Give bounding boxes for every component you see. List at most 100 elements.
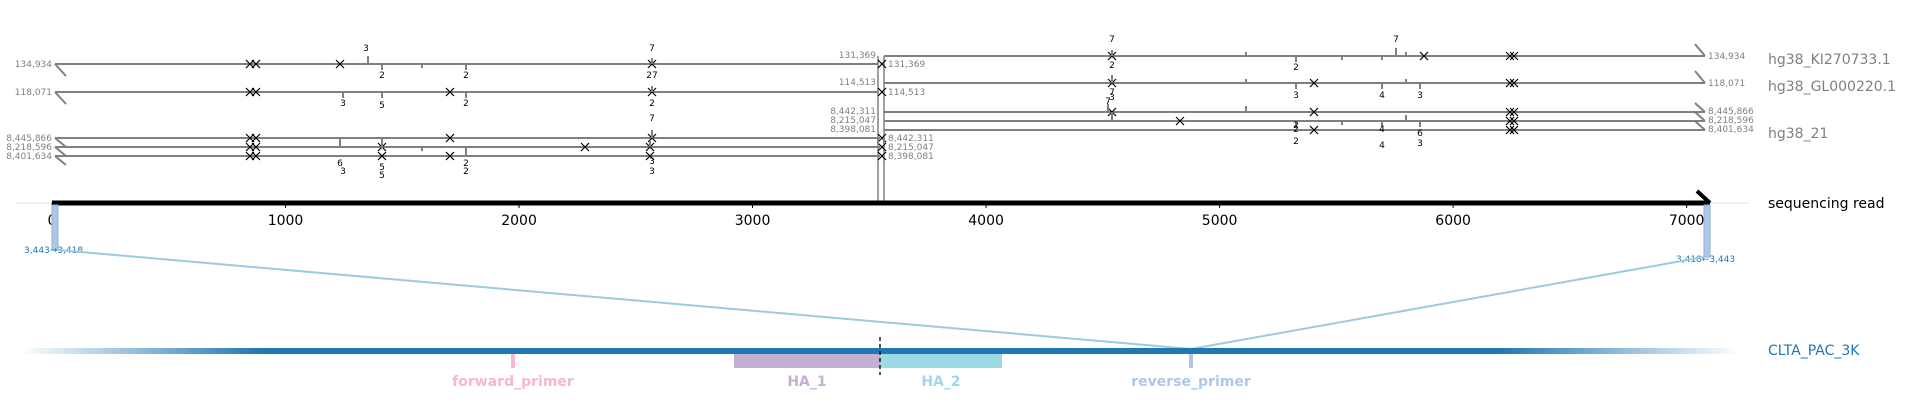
mismatch-count: 3 bbox=[340, 167, 346, 177]
read-tick-label: 4000 bbox=[968, 213, 1004, 229]
coord-ki-right-end: 134,934 bbox=[1708, 52, 1745, 62]
read-tick-label: 2000 bbox=[501, 213, 537, 229]
coord-ki-left-start: 134,934 bbox=[15, 60, 52, 70]
mismatch-marker bbox=[1509, 107, 1519, 117]
coord-h21b-left-end: 8,215,047 bbox=[830, 116, 876, 126]
alignment-tail bbox=[1694, 43, 1706, 57]
mismatch-count: 5 bbox=[379, 171, 385, 181]
alignment-tail bbox=[1694, 102, 1706, 113]
mismatch-marker bbox=[645, 151, 655, 161]
coord-h21a-left-end: 8,442,311 bbox=[830, 107, 876, 117]
mismatch-count: 3 bbox=[363, 44, 369, 54]
mismatch-marker bbox=[1509, 51, 1519, 61]
reverse-primer-mark bbox=[1189, 354, 1193, 368]
connector-left bbox=[57, 249, 1192, 350]
mismatch-markers bbox=[245, 51, 1519, 161]
amplicon-label: CLTA_PAC_3K bbox=[1768, 343, 1860, 359]
mismatch-marker bbox=[1175, 116, 1185, 126]
forward-primer-label: forward_primer bbox=[452, 374, 574, 390]
mismatch-count: 7 bbox=[649, 44, 655, 54]
alignment-tail bbox=[1694, 70, 1706, 84]
mismatch-marker bbox=[1309, 125, 1319, 135]
read-arrow-head bbox=[1695, 189, 1712, 205]
mismatch-count: 7 bbox=[1109, 88, 1115, 98]
mismatch-marker bbox=[251, 151, 261, 161]
mismatch-count: 2 bbox=[1293, 63, 1299, 73]
coord-h21a-right-end: 8,445,866 bbox=[1708, 107, 1754, 117]
mismatch-count: 7 bbox=[1105, 97, 1111, 107]
coord-h21c-left-start: 8,401,634 bbox=[6, 152, 52, 162]
mismatch-count: 4 bbox=[1379, 125, 1385, 135]
coord-gl-right-start: 114,513 bbox=[888, 88, 925, 98]
mismatch-count: 2 bbox=[463, 159, 469, 169]
mismatch-marker bbox=[1509, 125, 1519, 135]
alignment-tail bbox=[54, 137, 67, 148]
mismatch-marker bbox=[377, 151, 387, 161]
mismatch-count: 2 bbox=[1293, 125, 1299, 135]
mismatch-marker bbox=[445, 133, 455, 143]
mismatch-count: 3 bbox=[649, 167, 655, 177]
coord-h21b-right-start: 8,215,047 bbox=[888, 143, 934, 153]
reference-label-gl000220: hg38_GL000220.1 bbox=[1768, 79, 1896, 95]
mismatch-count: 2 bbox=[379, 71, 385, 81]
mismatch-count: 2 bbox=[1293, 137, 1299, 147]
mismatch-marker bbox=[251, 133, 261, 143]
indel-markers bbox=[339, 48, 1421, 155]
mismatch-marker bbox=[1419, 51, 1429, 61]
mismatch-count: 2 bbox=[463, 99, 469, 109]
coord-h21b-right-end: 8,218,596 bbox=[1708, 116, 1754, 126]
reverse-primer-label: reverse_primer bbox=[1131, 374, 1251, 390]
left-pointer-box bbox=[51, 204, 59, 251]
mismatch-count: 6 bbox=[337, 159, 343, 169]
coord-ki-right-start: 131,369 bbox=[888, 60, 925, 70]
mismatch-marker bbox=[877, 87, 887, 97]
mismatch-marker bbox=[251, 59, 261, 69]
coord-h21c-right-start: 8,398,081 bbox=[888, 152, 934, 162]
mismatch-count: 2 bbox=[463, 167, 469, 177]
mismatch-count: 7 bbox=[649, 114, 655, 124]
mismatch-count: 3 bbox=[649, 157, 655, 167]
read-tick-label: 1000 bbox=[268, 213, 304, 229]
coord-h21b-left-start: 8,218,596 bbox=[6, 143, 52, 153]
mismatch-count: 3 bbox=[1293, 91, 1299, 101]
right-alignments bbox=[883, 43, 1706, 202]
mismatch-marker bbox=[1509, 78, 1519, 88]
mismatch-marker bbox=[1505, 125, 1515, 135]
alignment-tail bbox=[54, 91, 67, 105]
mismatch-count: 5 bbox=[379, 101, 385, 111]
mismatch-marker bbox=[251, 142, 261, 152]
mismatch-marker bbox=[1505, 51, 1515, 61]
mismatch-count: 2 bbox=[1293, 121, 1299, 131]
mismatch-marker bbox=[1505, 107, 1515, 117]
mismatch-marker bbox=[335, 59, 345, 69]
mismatch-count: 3 bbox=[340, 99, 346, 109]
mismatch-marker bbox=[877, 59, 887, 69]
reference-label-hg38-21: hg38_21 bbox=[1768, 126, 1828, 142]
mismatch-marker bbox=[877, 151, 887, 161]
coord-h21c-right-end: 8,401,634 bbox=[1708, 125, 1754, 135]
right-pointer-box bbox=[1703, 204, 1711, 258]
read-tick-label: 3000 bbox=[735, 213, 771, 229]
mismatch-marker bbox=[445, 87, 455, 97]
mismatch-marker bbox=[445, 151, 455, 161]
alignment-tail bbox=[54, 146, 67, 157]
coord-gl-left-end: 114,513 bbox=[839, 78, 876, 88]
mismatch-count: 7 bbox=[1109, 35, 1115, 45]
mismatch-count: 4 bbox=[1379, 141, 1385, 151]
read-tick-label: 7000 bbox=[1669, 213, 1705, 229]
ha2-label: HA_2 bbox=[921, 374, 960, 390]
read-axis-ticks: 01000200030004000500060007000 bbox=[48, 203, 1705, 229]
mismatch-count: 7 bbox=[1393, 35, 1399, 45]
mismatch-count: 3 bbox=[1417, 91, 1423, 101]
alignment-tail bbox=[1694, 120, 1706, 131]
mismatch-marker bbox=[1309, 78, 1319, 88]
mismatch-count: 3 bbox=[1417, 139, 1423, 149]
mismatch-count: 5 bbox=[379, 163, 385, 173]
mismatch-marker bbox=[1505, 116, 1515, 126]
coord-gl-left-start: 118,071 bbox=[15, 88, 52, 98]
mismatch-count: 2 bbox=[463, 71, 469, 81]
left-pointer-label: 3,443→3,418 bbox=[24, 246, 83, 256]
mismatch-count: 6 bbox=[1417, 129, 1423, 139]
mismatch-marker bbox=[1505, 78, 1515, 88]
